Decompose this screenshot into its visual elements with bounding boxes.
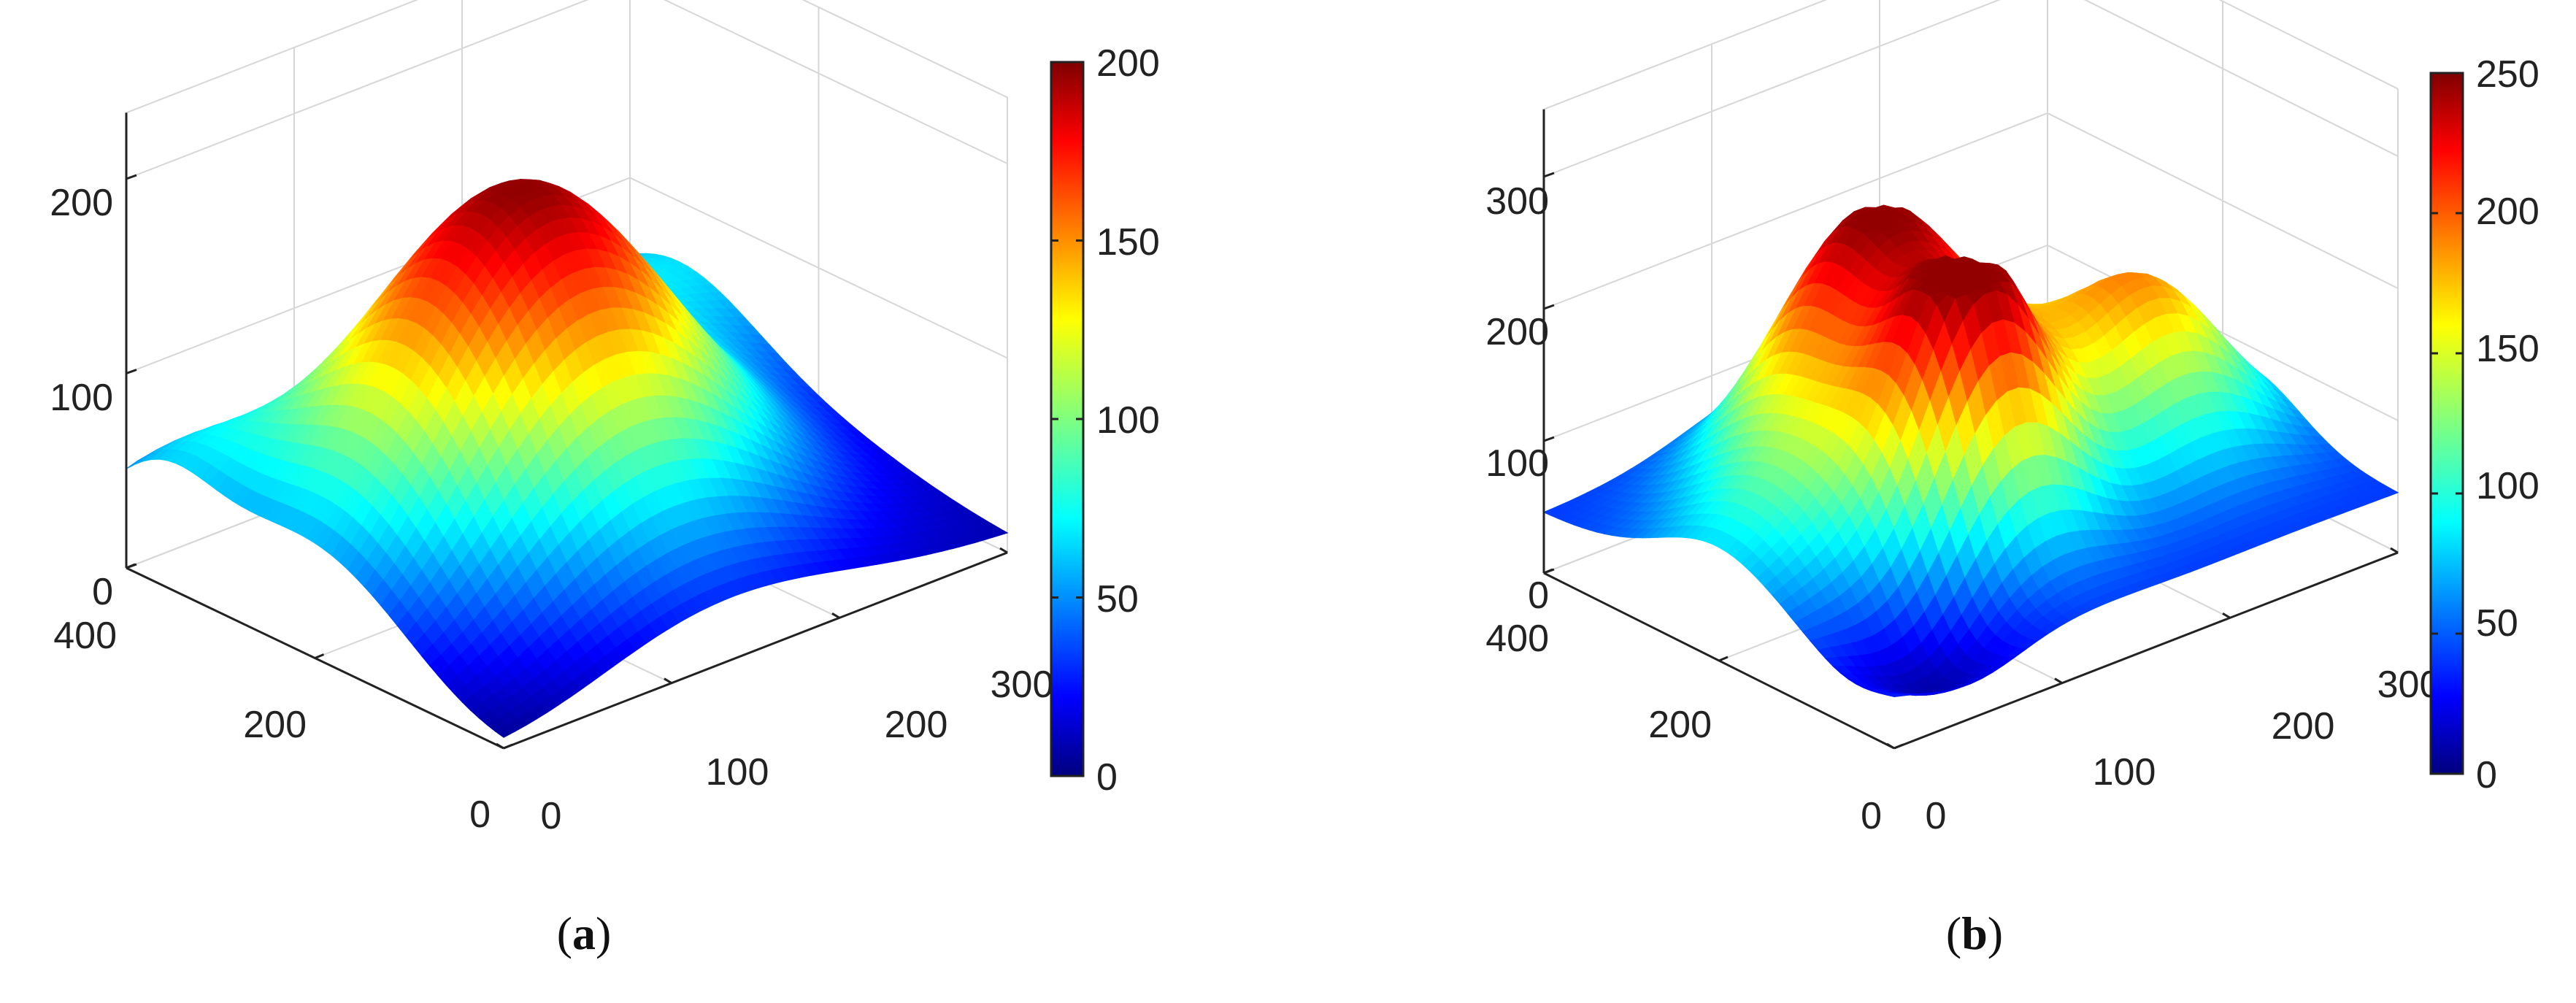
- panel-b-colorbar-frame: [2429, 72, 2464, 775]
- panel-a-z-gridline: [126, 0, 1008, 180]
- panel-b-caption: (b): [1946, 907, 2003, 959]
- panel-a-grid-edge: [126, 0, 419, 114]
- panel-b-chart: 0 100 200 300 400 200 0 0 100 200 300 25…: [1485, 0, 2540, 959]
- panel-a-colorbar-ticks: [1051, 61, 1083, 777]
- panel-a-z-tick-0: 0: [92, 571, 113, 613]
- panel-b-cb-tick-1: 50: [2476, 602, 2518, 645]
- panel-a-cb-tick-4: 200: [1096, 42, 1160, 85]
- panel-b-x-tickmark: [2390, 547, 2399, 554]
- panel-a-x-tickmark: [496, 742, 504, 750]
- panel-b-z-tickmark: [1543, 436, 1555, 442]
- panel-b-y-tickmark: [1893, 743, 1904, 750]
- panel-a-cb-tick-0: 0: [1096, 756, 1118, 799]
- panel-b-x-tick-0: 0: [1926, 795, 1947, 837]
- panel-b-surface-cell: [1886, 693, 1906, 698]
- panel-b-surface: [1542, 204, 2399, 698]
- panel-b-colorbar-ticks: [2431, 72, 2463, 775]
- panel-a-x-tick-3: 300: [991, 664, 1054, 706]
- panel-a-surface: [126, 179, 1009, 738]
- panel-a-grid-edge: [801, 0, 1008, 99]
- panel-a-y-tick-0: 0: [469, 793, 491, 836]
- panel-a-z-tickmark: [126, 174, 137, 180]
- panel-b-y-tick-0: 0: [1861, 795, 1882, 837]
- panel-a-x-tickmark: [664, 677, 672, 684]
- panel-a-cb-tick-2: 100: [1096, 399, 1160, 442]
- panel-a-z-tick-1: 100: [50, 377, 113, 419]
- panel-a-y-tickmark: [503, 743, 513, 750]
- panel-a-y-tickmark: [314, 653, 325, 659]
- panel-a-x-tickmark: [831, 612, 840, 619]
- panel-a-x-tick-1: 100: [706, 751, 769, 793]
- panel-b-x-tick-1: 100: [2093, 751, 2156, 793]
- panel-b-cb-tick-2: 100: [2476, 465, 2540, 507]
- panel-b-z-tickmark: [1543, 304, 1555, 310]
- panel-b-x-tickmark: [2054, 677, 2063, 684]
- panel-a-x-tick-0: 0: [541, 795, 562, 837]
- panel-a-z-tick-2: 200: [50, 182, 113, 224]
- panel-a-axes: [125, 112, 1008, 750]
- panel-a-x-tick-2: 200: [885, 704, 948, 746]
- panel-b-y-tick-2: 400: [1485, 618, 1549, 660]
- panel-b-x-tickmark: [1886, 742, 1895, 750]
- panel-a-cb-tick-3: 150: [1096, 221, 1160, 264]
- panel-a-cb-tick-1: 50: [1096, 578, 1139, 620]
- panel-b-axes: [1542, 109, 2399, 750]
- panel-b-z-tick-1: 100: [1485, 442, 1549, 485]
- panel-b-cb-tick-5: 250: [2476, 53, 2540, 96]
- panel-b-y-tick-1: 200: [1648, 704, 1712, 746]
- panel-b-z-gridline: [1543, 0, 2399, 177]
- panel-b-cb-tick-4: 200: [2476, 191, 2540, 233]
- panel-b-cb-tick-0: 0: [2476, 754, 2497, 796]
- panel-b-x-axis: [1893, 551, 2399, 750]
- panel-b-z-tick-2: 200: [1485, 311, 1549, 353]
- panel-a-x-axis: [503, 551, 1008, 750]
- panel-b-grid-edge: [1543, 0, 1828, 110]
- panel-a-y-tick-1: 200: [243, 704, 307, 746]
- panel-a-surface-cell: [494, 724, 516, 738]
- panel-b-z-tick-0: 0: [1528, 574, 1549, 617]
- panel-b-x-tickmark: [2222, 612, 2231, 619]
- panel-a-x-tickmark: [999, 547, 1008, 554]
- panel-a-y-tick-2: 400: [53, 615, 117, 657]
- panel-b-z-tickmark: [1543, 172, 1555, 178]
- panel-a-y-tickmark: [126, 563, 136, 569]
- panel-b-z-tick-3: 300: [1485, 180, 1549, 223]
- panel-b-colorbar: [2431, 73, 2463, 774]
- panel-a-caption: (a): [557, 907, 612, 959]
- panel-a-chart: 0 100 200 400 200 0 0 100 200 300 200 15…: [50, 0, 1160, 959]
- panel-b-y-tickmark: [1718, 656, 1729, 662]
- panel-b-cb-tick-3: 150: [2476, 328, 2540, 370]
- panel-b-y-tickmark: [1543, 568, 1553, 574]
- panel-a-z-tickmark: [126, 369, 137, 374]
- panel-b-x-tick-2: 200: [2272, 705, 2335, 748]
